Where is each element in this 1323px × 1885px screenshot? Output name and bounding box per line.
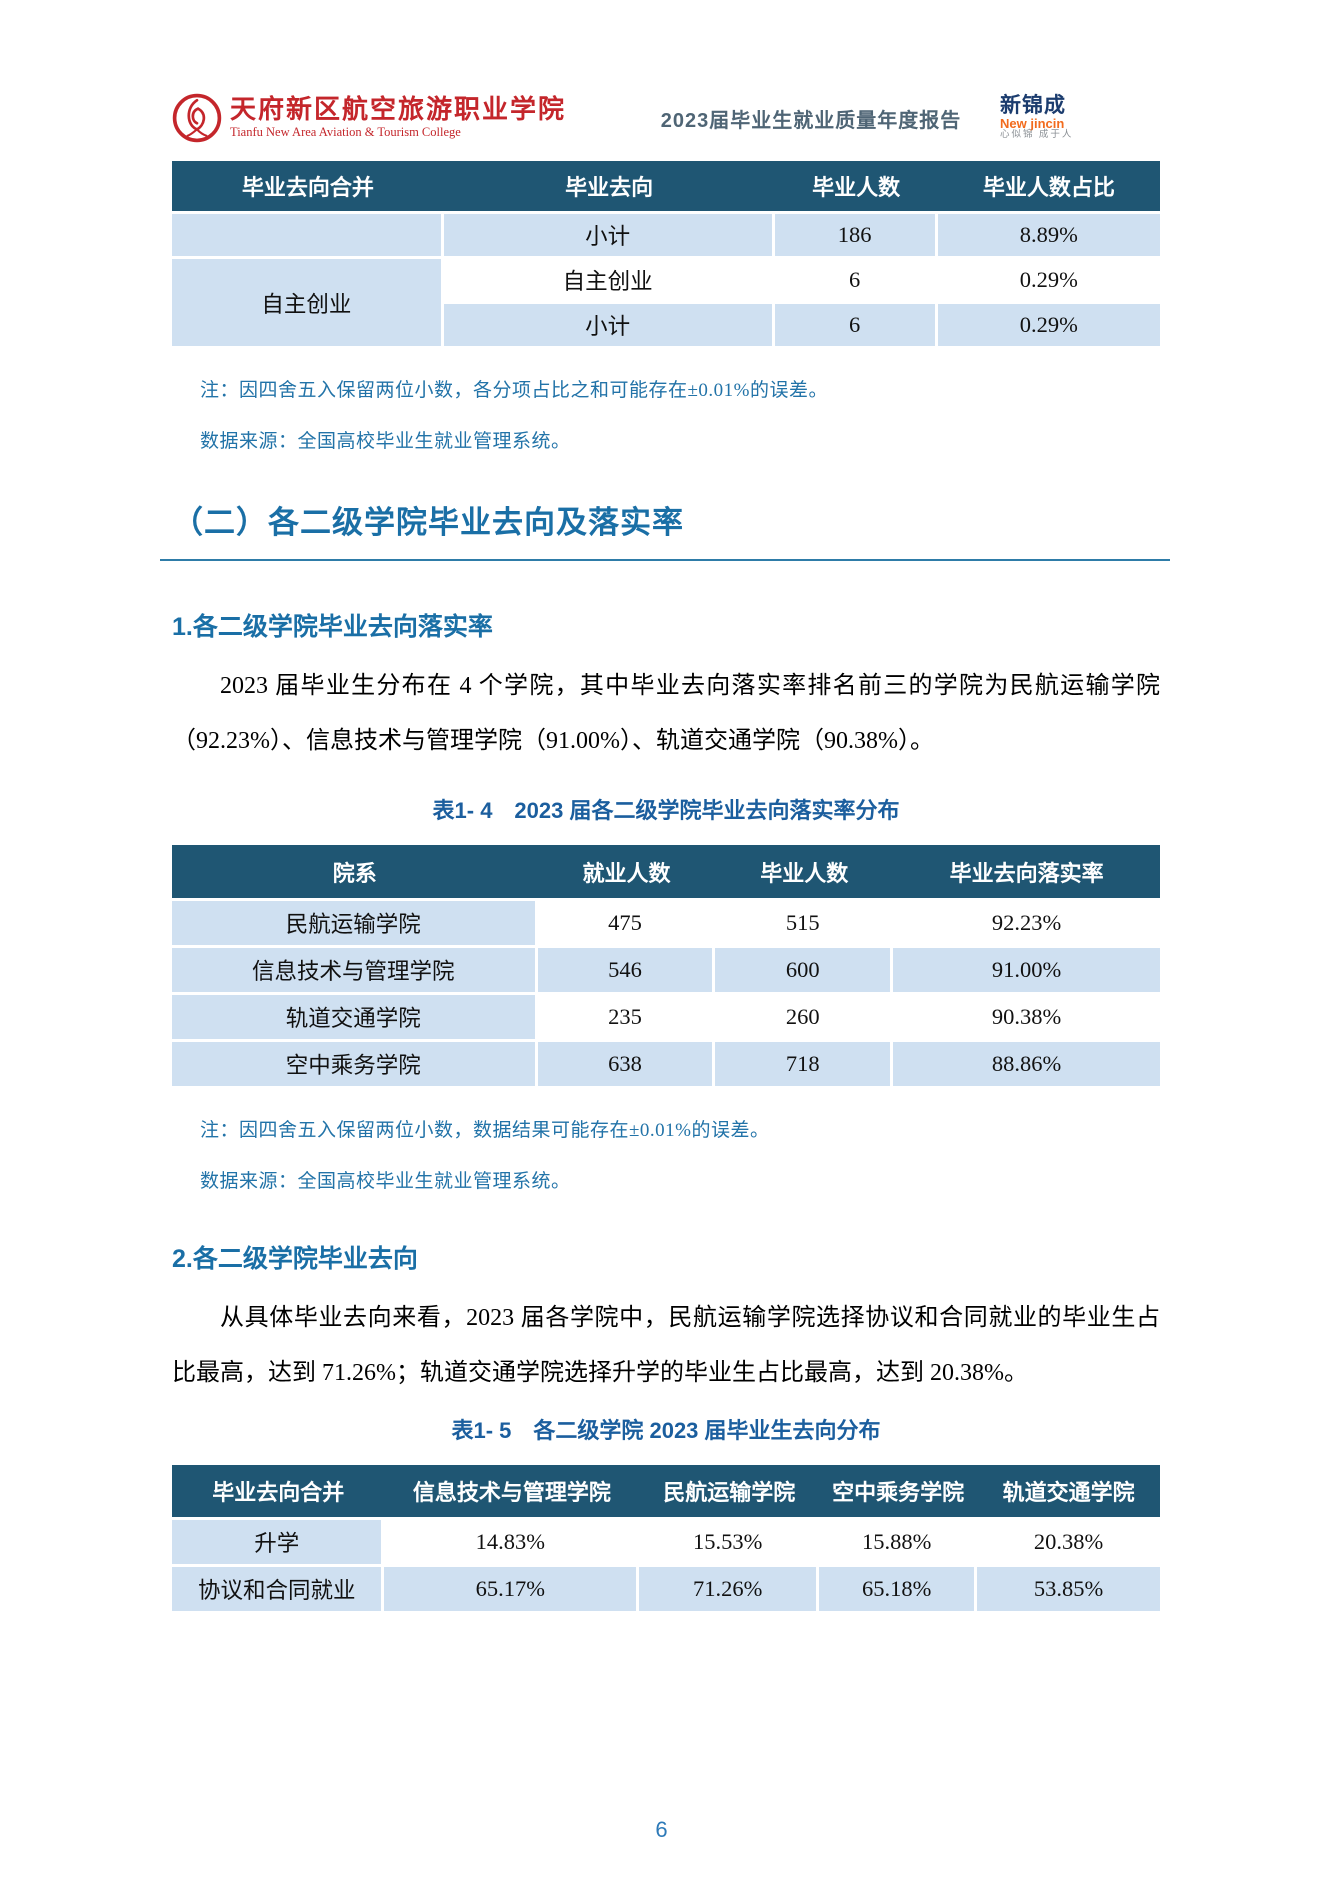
data-source-note: 数据来源：全国高校毕业生就业管理系统。 — [200, 1171, 571, 1192]
data-source-note: 数据来源：全国高校毕业生就业管理系统。 — [200, 431, 571, 452]
cell-percent: 20.38% — [977, 1520, 1160, 1567]
col-header: 毕业人数 — [774, 161, 938, 214]
college-destination-distribution-table: 毕业去向合并 信息技术与管理学院 民航运输学院 空中乘务学院 轨道交通学院 升学… — [172, 1465, 1160, 1614]
col-header: 毕业去向合并 — [172, 1465, 385, 1520]
brand-name-en: New jincin — [1000, 115, 1065, 131]
table-row: 小计 6 0.29% — [172, 304, 1160, 349]
col-header: 信息技术与管理学院 — [384, 1465, 640, 1520]
cell-rate: 88.86% — [893, 1042, 1160, 1089]
table-header-row: 毕业去向合并 毕业去向 毕业人数 毕业人数占比 — [172, 161, 1160, 214]
cell-rate: 91.00% — [893, 948, 1160, 995]
page-header: 天府新区航空旅游职业学院 Tianfu New Area Aviation & … — [172, 90, 1160, 146]
table-row: 升学 14.83% 15.53% 15.88% 20.38% — [172, 1520, 1160, 1567]
college-name-block: 天府新区航空旅游职业学院 Tianfu New Area Aviation & … — [230, 94, 567, 140]
col-header: 毕业去向合并 — [172, 161, 444, 214]
col-header: 毕业去向 — [443, 161, 775, 214]
subsection-1-paragraph: 2023 届毕业生分布在 4 个学院，其中毕业去向落实率排名前三的学院为民航运输… — [172, 673, 1160, 754]
cell-destination-type: 协议和合同就业 — [172, 1567, 385, 1614]
report-title: 2023届毕业生就业质量年度报告 — [660, 109, 962, 132]
cell-percent: 65.17% — [384, 1567, 640, 1614]
cell-graduates: 260 — [715, 995, 894, 1042]
cell-college: 民航运输学院 — [172, 901, 538, 948]
subsection-2-paragraph: 从具体毕业去向来看，2023 届各学院中，民航运输学院选择协议和合同就业的毕业生… — [172, 1305, 1160, 1386]
cell-count: 6 — [774, 259, 938, 304]
brand-logo: 新锦成 New jincin 心似锦 成于人 — [1000, 93, 1120, 142]
cell-destination-type: 升学 — [172, 1520, 385, 1567]
col-header: 轨道交通学院 — [977, 1465, 1160, 1520]
cell-destination: 小计 — [443, 304, 775, 349]
graduation-destination-table: 毕业去向合并 毕业去向 毕业人数 毕业人数占比 小计 186 8.89% 自主创… — [172, 161, 1160, 349]
college-name-en: Tianfu New Area Aviation & Tourism Colle… — [230, 125, 461, 140]
cell-destination: 自主创业 — [443, 259, 775, 304]
cell-college: 空中乘务学院 — [172, 1042, 538, 1089]
cell-percent: 53.85% — [977, 1567, 1160, 1614]
cell-employed: 546 — [537, 948, 716, 995]
cell-employed: 235 — [537, 995, 716, 1042]
cell-percent: 71.26% — [639, 1567, 820, 1614]
cell-employed: 638 — [537, 1042, 716, 1089]
table-header-row: 院系 就业人数 毕业人数 毕业去向落实率 — [172, 845, 1160, 901]
cell-employed: 475 — [537, 901, 716, 948]
college-seal-icon — [172, 93, 222, 143]
col-header: 毕业人数占比 — [937, 161, 1160, 214]
cell-college: 信息技术与管理学院 — [172, 948, 538, 995]
brand-name-cn: 新锦成 — [1000, 93, 1066, 117]
cell-count: 186 — [774, 214, 938, 259]
college-name-cn: 天府新区航空旅游职业学院 — [230, 94, 567, 124]
cell-group: 自主创业 — [172, 259, 444, 349]
cell-rate: 92.23% — [893, 901, 1160, 948]
cell-percent: 65.18% — [819, 1567, 978, 1614]
cell-graduates: 515 — [715, 901, 894, 948]
cell-graduates: 718 — [715, 1042, 894, 1089]
college-logo: 天府新区航空旅游职业学院 Tianfu New Area Aviation & … — [172, 93, 602, 143]
table-row: 自主创业 自主创业 6 0.29% — [172, 259, 1160, 349]
col-header: 民航运输学院 — [639, 1465, 820, 1520]
cell-percent: 0.29% — [937, 259, 1160, 304]
col-header: 毕业去向落实率 — [893, 845, 1160, 901]
cell-percent: 15.53% — [639, 1520, 820, 1567]
cell-count: 6 — [774, 304, 938, 349]
col-header: 空中乘务学院 — [819, 1465, 978, 1520]
table-note: 注：因四舍五入保留两位小数，各分项占比之和可能存在±0.01%的误差。 — [200, 380, 829, 401]
table-note: 注：因四舍五入保留两位小数，数据结果可能存在±0.01%的误差。 — [200, 1120, 770, 1141]
table-row: 空中乘务学院 638 718 88.86% — [172, 1042, 1160, 1089]
col-header: 毕业人数 — [715, 845, 894, 901]
cell-destination: 小计 — [443, 214, 775, 259]
cell-group — [172, 214, 444, 259]
cell-rate: 90.38% — [893, 995, 1160, 1042]
subsection-1-title: 1.各二级学院毕业去向落实率 — [172, 613, 493, 641]
cell-college: 轨道交通学院 — [172, 995, 538, 1042]
cell-graduates: 600 — [715, 948, 894, 995]
report-page: { "colors":{ "hdr":"#1F5673","lt":"#CFE0… — [0, 90, 1323, 1885]
table-row: 小计 186 8.89% — [172, 214, 1160, 259]
cell-percent: 15.88% — [819, 1520, 978, 1567]
table-row: 轨道交通学院 235 260 90.38% — [172, 995, 1160, 1042]
table-row: 信息技术与管理学院 546 600 91.00% — [172, 948, 1160, 995]
cell-percent: 0.29% — [937, 304, 1160, 349]
cell-percent: 8.89% — [937, 214, 1160, 259]
brand-slogan: 心似锦 成于人 — [1000, 130, 1074, 141]
col-header: 院系 — [172, 845, 538, 901]
table-header-row: 毕业去向合并 信息技术与管理学院 民航运输学院 空中乘务学院 轨道交通学院 — [172, 1465, 1160, 1520]
table-1-5-caption: 表1- 5 各二级学院 2023 届毕业生去向分布 — [451, 1418, 881, 1443]
table-1-4-caption: 表1- 4 2023 届各二级学院毕业去向落实率分布 — [432, 798, 900, 823]
table-row: 民航运输学院 475 515 92.23% — [172, 901, 1160, 948]
col-header: 就业人数 — [537, 845, 716, 901]
page-number: 6 — [655, 1817, 668, 1842]
college-implementation-rate-table: 院系 就业人数 毕业人数 毕业去向落实率 民航运输学院 475 515 92.2… — [172, 845, 1160, 1089]
page-content: 天府新区航空旅游职业学院 Tianfu New Area Aviation & … — [160, 90, 1170, 1614]
section-title: （二）各二级学院毕业去向及落实率 — [172, 505, 684, 540]
cell-percent: 14.83% — [384, 1520, 640, 1567]
subsection-2-title: 2.各二级学院毕业去向 — [172, 1245, 418, 1273]
table-row: 协议和合同就业 65.17% 71.26% 65.18% 53.85% — [172, 1567, 1160, 1614]
section-divider — [160, 559, 1170, 561]
